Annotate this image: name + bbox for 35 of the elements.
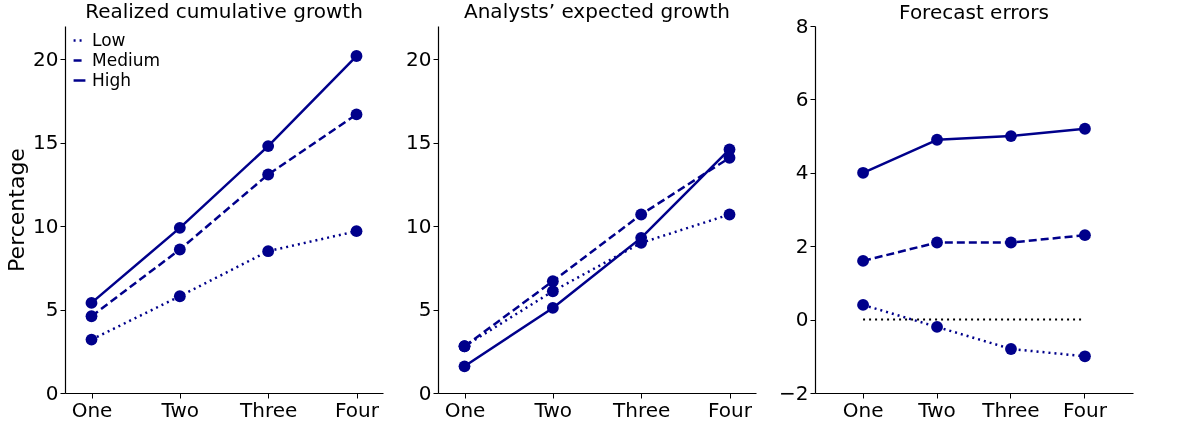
x-tick-label: Two — [160, 397, 200, 422]
x-tick-label: Three — [239, 397, 298, 422]
x-tick-label: One — [842, 397, 884, 422]
legend-label: High — [92, 69, 132, 90]
y-tick-label: 0 — [45, 380, 59, 405]
y-tick-label: 2 — [795, 233, 809, 258]
legend-label: Medium — [92, 49, 160, 70]
chart-title: Realized cumulative growth — [85, 0, 363, 23]
x-tick-label: One — [444, 397, 486, 422]
y-axis-title: Percentage — [4, 148, 30, 272]
y-tick-label: −2 — [779, 380, 809, 405]
y-tick-label: 5 — [418, 297, 432, 322]
y-tick-label: 4 — [795, 160, 809, 185]
x-tick-label: One — [71, 397, 113, 422]
legend-label: Low — [92, 29, 126, 50]
y-tick-label: 20 — [406, 46, 432, 71]
chart-title: Analysts’ expected growth — [464, 0, 730, 23]
x-tick-label: Four — [1062, 397, 1108, 422]
y-tick-label: 5 — [45, 297, 59, 322]
x-tick-label: Two — [533, 397, 573, 422]
x-tick-label: Two — [917, 397, 956, 422]
y-tick-label: 15 — [406, 130, 432, 155]
x-tick-label: Four — [335, 397, 380, 422]
y-tick-label: 10 — [33, 213, 59, 238]
y-tick-label: 0 — [795, 307, 809, 332]
x-tick-label: Three — [981, 397, 1040, 422]
x-tick-label: Four — [708, 397, 753, 422]
y-tick-label: 10 — [406, 213, 432, 238]
x-tick-label: Three — [612, 397, 671, 422]
y-tick-label: 8 — [795, 13, 809, 38]
y-tick-label: 0 — [418, 380, 432, 405]
y-tick-label: 20 — [33, 46, 59, 71]
chart-title: Forecast errors — [899, 0, 1049, 24]
y-tick-label: 15 — [33, 130, 59, 155]
y-tick-label: 6 — [795, 86, 809, 111]
